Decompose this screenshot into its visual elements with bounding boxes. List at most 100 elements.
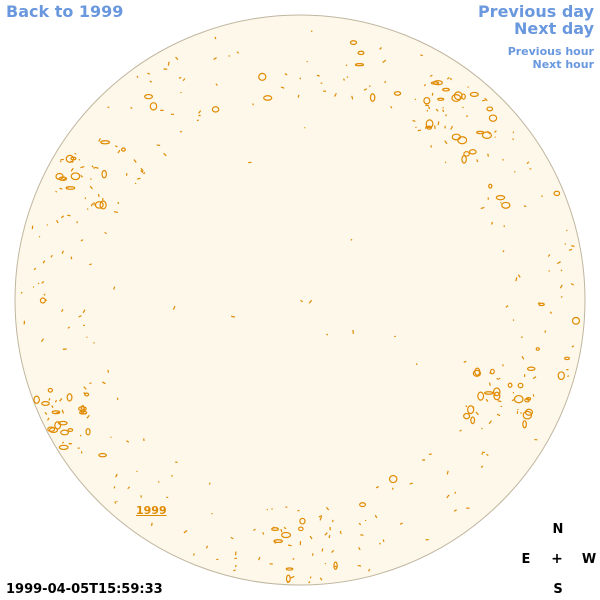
contour-speck (297, 94, 300, 98)
contour-speck (89, 382, 92, 385)
contour-speck (382, 59, 387, 63)
contour-speck (283, 526, 287, 530)
contour-speck (172, 305, 176, 310)
contour-speck (262, 532, 265, 535)
contour-speck (215, 83, 218, 86)
contour-speck (76, 221, 79, 224)
contour-speck (115, 473, 118, 478)
contour-speck (517, 274, 521, 278)
contour-speck (559, 284, 563, 289)
next-hour-link[interactable]: Next hour (532, 58, 595, 71)
contour-speck (425, 119, 434, 129)
contour-speck (196, 119, 199, 122)
contour-speck (114, 501, 117, 504)
contour-speck (85, 428, 91, 436)
contour-speck (78, 158, 81, 161)
contour-speck (290, 575, 295, 579)
contour-speck (544, 330, 547, 333)
contour-speck (467, 86, 469, 88)
contour-speck (98, 452, 108, 458)
contour-speck (236, 51, 240, 54)
contour-speck (231, 315, 236, 318)
contour-speck (328, 535, 331, 539)
contour-speck (526, 366, 536, 371)
contour-speck (437, 121, 440, 126)
contour-speck (101, 381, 106, 385)
contour-speck (444, 161, 447, 164)
solar-disk (14, 14, 586, 586)
contour-speck (513, 171, 516, 173)
contour-speck (121, 147, 126, 152)
contour-speck (445, 114, 447, 117)
contour-speck (149, 80, 153, 83)
contour-speck (354, 63, 365, 67)
contour-speck (319, 577, 323, 581)
contour-speck (494, 130, 497, 133)
contour-speck (520, 336, 523, 339)
contour-speck (94, 166, 99, 169)
contour-speck (343, 78, 345, 81)
contour-speck (253, 528, 256, 532)
contour-speck (522, 420, 527, 429)
contour-speck (299, 517, 306, 525)
contour-speck (98, 138, 101, 142)
contour-speck (280, 86, 285, 89)
contour-speck (476, 159, 479, 163)
contour-speck (571, 316, 581, 325)
contour-speck (564, 356, 570, 361)
contour-speck (48, 427, 59, 433)
contour-speck (61, 441, 65, 444)
contour-speck (104, 231, 107, 235)
contour-speck (292, 558, 295, 561)
contour-speck (557, 371, 565, 381)
next-day-link[interactable]: Next day (514, 19, 594, 38)
contour-speck (351, 95, 354, 100)
contour-speck (326, 333, 329, 336)
contour-speck (273, 526, 275, 529)
year-link[interactable]: 1999 (136, 504, 167, 517)
contour-speck (485, 398, 489, 402)
contour-speck (500, 201, 502, 204)
contour-speck (214, 36, 217, 40)
contour-speck (430, 81, 440, 85)
contour-speck (90, 178, 92, 180)
contour-speck (488, 420, 492, 425)
contour-speck (444, 140, 448, 145)
contour-speck (349, 40, 358, 46)
contour-speck (47, 417, 50, 421)
contour-speck (300, 299, 303, 303)
contour-speck (384, 80, 387, 84)
contour-speck (339, 530, 342, 535)
contour-speck (484, 97, 488, 102)
contour-speck (61, 250, 65, 255)
contour-speck (379, 47, 382, 50)
contour-speck (467, 405, 475, 415)
contour-speck (44, 411, 48, 415)
contour-speck (179, 130, 183, 133)
contour-speck (501, 201, 511, 209)
contour-speck (490, 221, 494, 225)
previous-hour-link[interactable]: Previous hour (507, 45, 594, 58)
contour-speck (352, 329, 355, 334)
previous-day-link[interactable]: Previous day (477, 2, 594, 21)
contour-speck (175, 56, 179, 60)
back-to-year-link[interactable]: Back to 1999 (6, 2, 124, 21)
contour-speck (33, 395, 40, 404)
contour-speck (512, 138, 515, 141)
contour-speck (59, 398, 63, 402)
contour-speck (59, 187, 63, 190)
contour-speck (451, 133, 461, 141)
contour-speck (429, 74, 433, 77)
contour-speck (442, 106, 444, 109)
contour-speck (571, 345, 575, 348)
contour-speck (309, 535, 313, 540)
contour-speck (133, 159, 137, 163)
contour-speck (505, 305, 509, 308)
contour-speck (481, 131, 493, 140)
contour-speck (331, 549, 335, 553)
contour-speck (521, 355, 525, 360)
contour-speck (541, 195, 543, 198)
contour-speck (67, 214, 71, 217)
contour-speck (284, 72, 288, 76)
